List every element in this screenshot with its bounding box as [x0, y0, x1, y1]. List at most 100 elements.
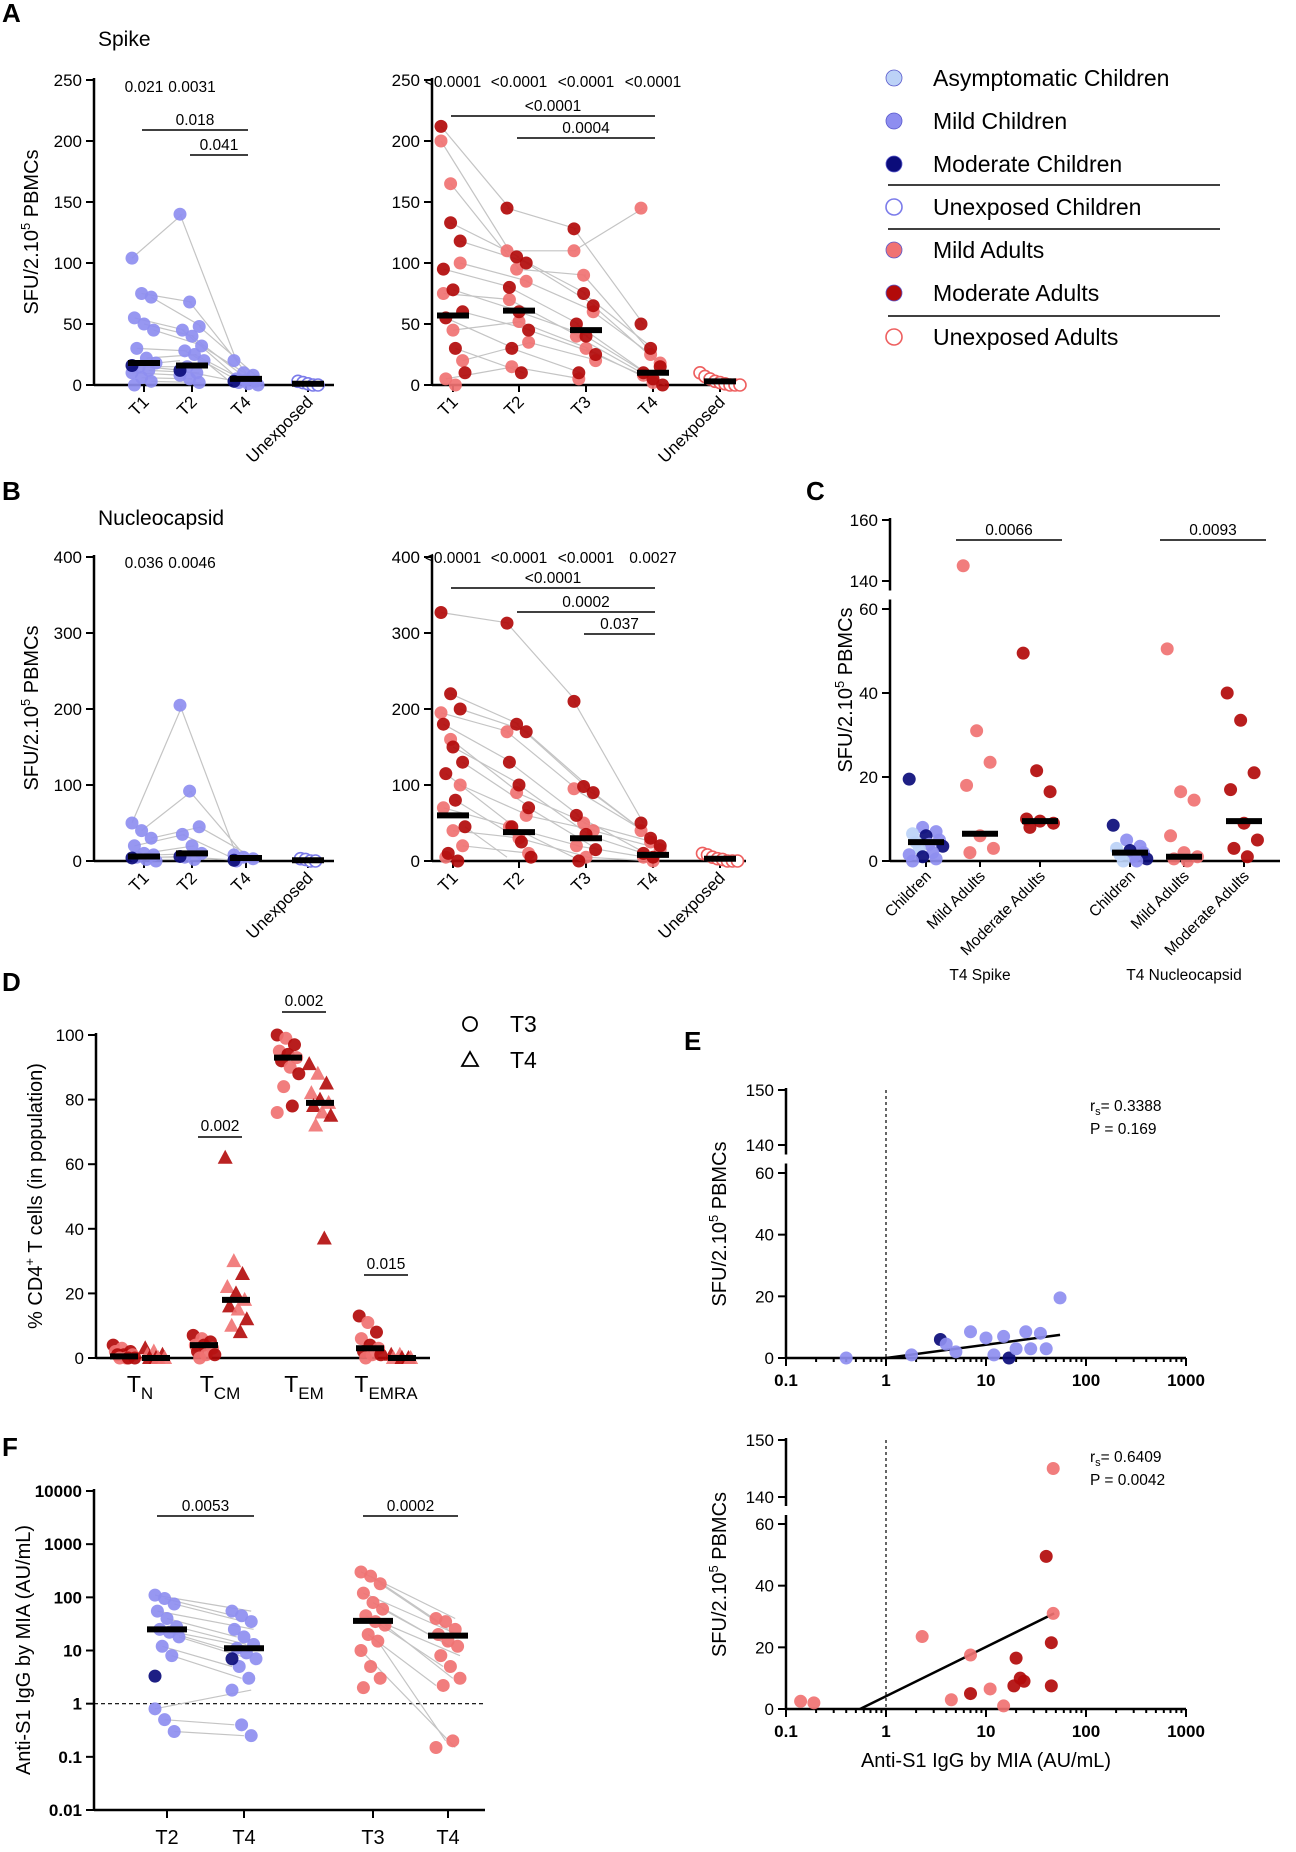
p-value-label: <0.0001 [558, 74, 614, 91]
pair-line [506, 622, 577, 702]
x-tick-label: 1000 [1167, 1722, 1205, 1741]
data-point [1046, 1606, 1060, 1620]
data-point [502, 755, 516, 769]
pair-line [528, 341, 599, 362]
data-point [217, 1149, 233, 1164]
data-point [567, 694, 581, 708]
data-point [448, 793, 462, 807]
data-point [456, 839, 470, 853]
correlation-rs: rs= 0.3388 [1090, 1098, 1161, 1118]
data-point [577, 268, 591, 282]
y-tick-label: 300 [392, 624, 420, 643]
data-point [1053, 1291, 1067, 1305]
y-tick-label: 100 [54, 1588, 82, 1607]
data-point [373, 1577, 387, 1591]
x-tick-label: T4 [227, 868, 254, 895]
pair-line [179, 704, 237, 856]
data-point [964, 1687, 978, 1701]
y-tick-label: 140 [850, 572, 878, 591]
data-point [127, 839, 141, 853]
ylabel-part: SFU/2.10 [709, 1573, 731, 1657]
data-point [524, 850, 538, 864]
comparison-p-value: 0.0002 [562, 594, 609, 611]
ylabel-superscript: + [22, 1258, 37, 1266]
comparison-p-value: 0.0002 [387, 1498, 434, 1515]
pair-line [462, 341, 532, 362]
legend-marker [885, 198, 903, 216]
data-point [287, 1038, 301, 1052]
data-point [303, 1085, 319, 1100]
legend-label: Asymptomatic Children [933, 65, 1169, 91]
pair-line [450, 693, 520, 725]
data-point [373, 1671, 387, 1685]
data-point [1187, 793, 1201, 807]
ylabel-part: % CD4 [25, 1266, 47, 1329]
data-point [158, 1713, 172, 1727]
data-point [987, 1348, 1001, 1362]
comparison-p-value: 0.002 [201, 1118, 240, 1135]
data-point [906, 854, 920, 868]
y-tick-label: 200 [54, 700, 82, 719]
x-tick-label: T1 [434, 868, 461, 895]
y-tick-label: 40 [755, 1226, 774, 1245]
data-point [579, 341, 593, 355]
comparison-p-value: 0.0004 [562, 120, 610, 137]
legend-d-label: T4 [510, 1047, 537, 1073]
pair-line [150, 296, 202, 327]
comparison-p-value: <0.0001 [525, 98, 581, 115]
data-point [453, 256, 467, 270]
panel-label-f: F [2, 1432, 18, 1462]
pair-line [573, 701, 644, 824]
data-point [929, 852, 943, 866]
data-point [1002, 1351, 1016, 1365]
pair-line [576, 845, 646, 858]
panel-label-b: B [2, 476, 21, 506]
data-point [505, 341, 519, 355]
p-value-label: <0.0001 [625, 74, 681, 91]
data-point [444, 687, 458, 701]
x-tick-label: T1 [125, 868, 152, 895]
pair-line [189, 790, 247, 858]
data-point [249, 1652, 263, 1666]
data-point [222, 1298, 238, 1313]
data-point [228, 1285, 244, 1300]
legend-marker [885, 284, 903, 302]
data-point [794, 1694, 808, 1708]
data-point [234, 1266, 250, 1281]
y-tick-label: 400 [54, 548, 82, 567]
data-point [1240, 850, 1254, 864]
ylabel-part: T cells (in population) [25, 1063, 47, 1258]
data-point [1140, 852, 1154, 866]
data-point [148, 1702, 162, 1716]
comparison-p-value: 0.037 [600, 616, 639, 633]
x-tick-label: 10 [977, 1371, 996, 1390]
title-spike: Spike [98, 28, 151, 51]
panel-label-e: E [684, 1026, 701, 1056]
data-point [807, 1696, 821, 1710]
y-tick-label: 20 [859, 768, 878, 787]
data-point [175, 827, 189, 841]
y-tick-label: 0 [869, 852, 878, 871]
pair-line [525, 280, 596, 313]
p-value-label: 0.036 [125, 555, 164, 572]
y-axis-label: SFU/2.105 PBMCs [706, 1141, 731, 1306]
y-tick-label: 40 [859, 684, 878, 703]
pair-line [164, 1719, 235, 1726]
data-point [173, 698, 187, 712]
data-point [318, 1075, 334, 1090]
y-tick-label: 60 [755, 1515, 774, 1534]
p-value-label: <0.0001 [491, 550, 547, 567]
data-point [653, 839, 667, 853]
data-point [434, 134, 448, 148]
correlation-p: P = 0.0042 [1090, 1472, 1165, 1489]
data-point [512, 315, 526, 329]
data-point [1046, 1462, 1060, 1475]
legend-label: Moderate Children [933, 151, 1122, 177]
legend-marker [885, 241, 903, 259]
y-tick-label: 100 [392, 254, 420, 273]
y-tick-label: 140 [746, 1488, 774, 1507]
data-point [500, 201, 514, 215]
pair-line [583, 274, 654, 355]
data-point [451, 1639, 465, 1653]
data-point [964, 1325, 978, 1339]
